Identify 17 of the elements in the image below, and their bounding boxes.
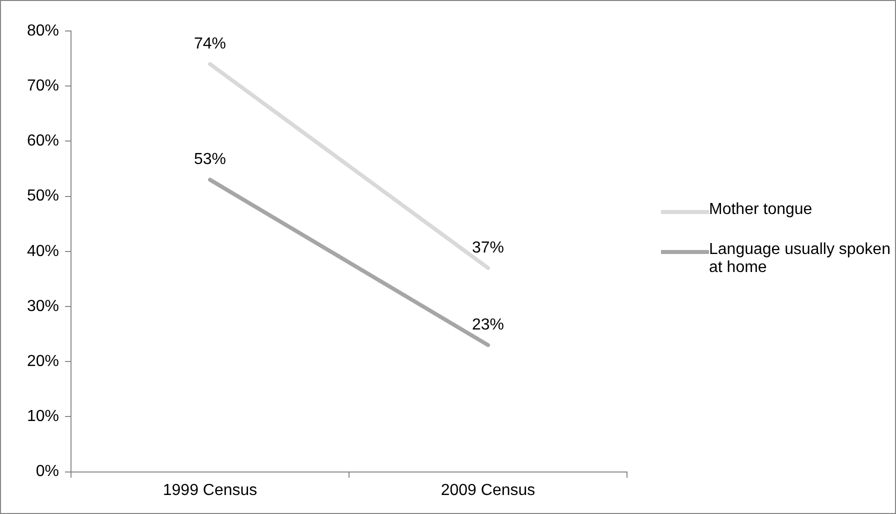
y-tick-label: 70%	[26, 78, 60, 95]
y-tick-label: 10%	[26, 408, 60, 426]
data-label: 23%	[472, 316, 504, 334]
y-tick-label: 80%	[26, 22, 60, 40]
legend-label: Language usually spoken at home	[709, 241, 891, 277]
y-tick-label: 50%	[26, 188, 60, 205]
x-tick-label: 2009 Census	[440, 482, 536, 499]
y-tick-label: 30%	[26, 298, 60, 315]
legend-label: Mother tongue	[709, 201, 812, 219]
data-label: 53%	[194, 151, 226, 168]
y-tick-label: 0%	[36, 463, 60, 480]
y-tick-label: 20%	[26, 353, 60, 370]
y-tick-label: 40%	[26, 242, 60, 260]
y-tick-label: 60%	[26, 132, 60, 150]
data-label: 74%	[194, 35, 226, 52]
data-label: 37%	[472, 239, 504, 256]
x-tick-label: 1999 Census	[162, 482, 258, 499]
